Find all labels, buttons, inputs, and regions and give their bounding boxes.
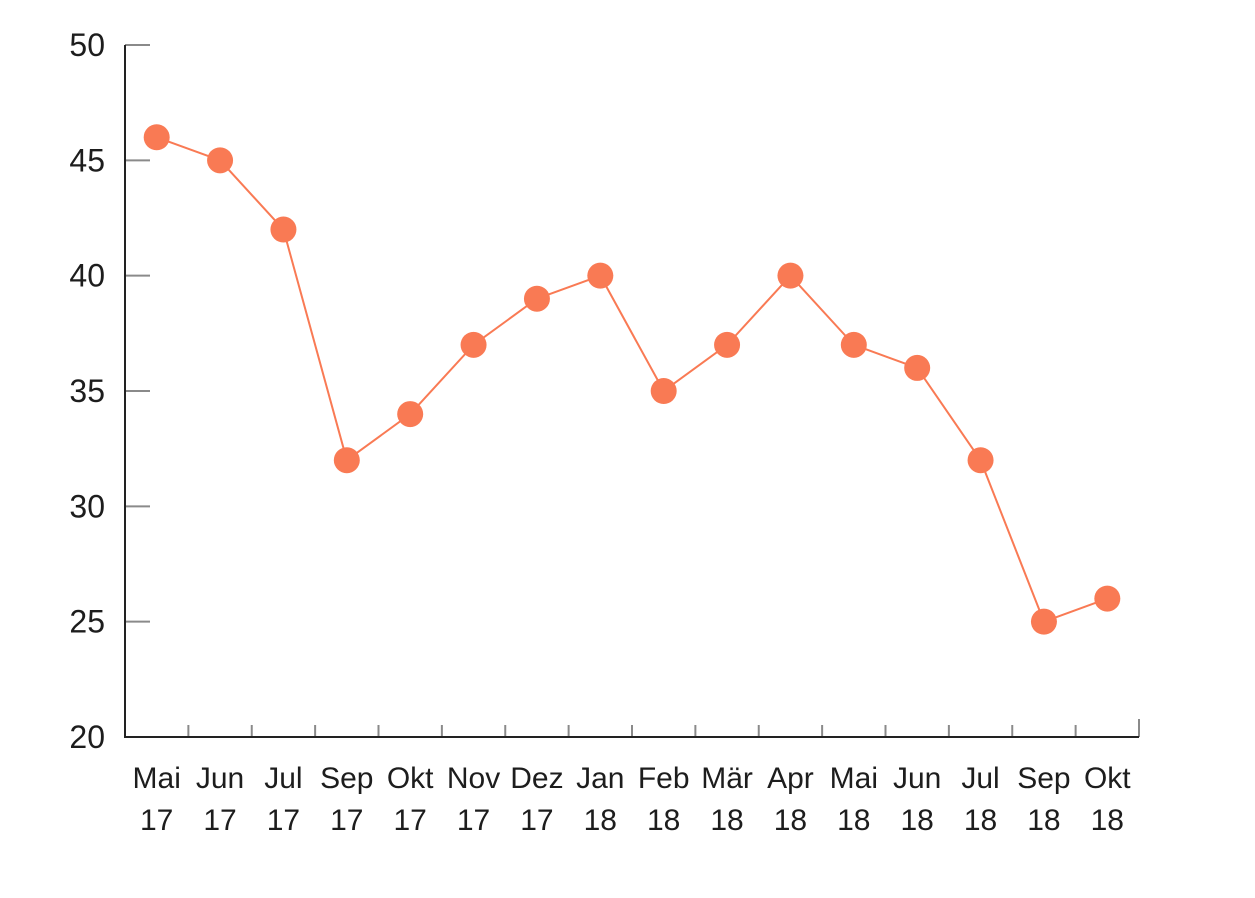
x-axis-label-month: Jun	[893, 762, 941, 795]
data-point-mär-18	[714, 331, 741, 358]
data-points	[143, 124, 1121, 635]
axes	[124, 45, 1139, 738]
x-axis-label-year: 17	[520, 804, 553, 837]
data-point-jul-18	[967, 447, 994, 474]
x-axis-label-year: 18	[901, 804, 934, 837]
x-axis-label-year: 18	[710, 804, 743, 837]
x-axis-label-month: Feb	[638, 762, 690, 795]
x-axis-label-month: Jan	[576, 762, 624, 795]
series-line	[155, 136, 1109, 623]
x-axis-label-month: Okt	[387, 762, 434, 795]
data-point-jun-17	[207, 147, 234, 174]
x-axis-label-month: Mai	[830, 762, 878, 795]
x-axis-label-month: Jul	[961, 762, 999, 795]
x-axis-label-month: Mai	[133, 762, 181, 795]
y-axis-label: 25	[69, 604, 105, 640]
x-axis-label-month: Apr	[767, 762, 814, 795]
y-axis-label: 45	[69, 142, 105, 178]
data-point-dez-17	[523, 285, 550, 312]
x-axis-label-year: 17	[140, 804, 173, 837]
x-axis-label-year: 18	[837, 804, 870, 837]
y-axis-label: 35	[69, 373, 105, 409]
data-point-feb-18	[650, 378, 677, 404]
x-axis-label-year: 17	[457, 804, 490, 837]
x-axis-label-year: 18	[647, 804, 680, 837]
data-point-jul-17	[270, 216, 297, 243]
x-axis-label-year: 17	[203, 804, 236, 837]
x-axis-labels: Mai 17 Jun 17 Jul 17 Sep 17 Okt 17 Nov 17 Dez 17 Jan 18…	[133, 762, 1132, 837]
x-axis-label-month: Sep	[1017, 762, 1070, 795]
data-point-apr-18	[777, 262, 804, 289]
y-axis-label: 50	[69, 27, 105, 63]
x-axis-label-month: Nov	[447, 762, 500, 795]
y-axis-label: 30	[69, 488, 105, 524]
y-axis-ticks	[125, 44, 150, 738]
x-axis-label-month: Jul	[264, 762, 302, 795]
data-point-sep-18	[1030, 608, 1057, 635]
x-axis-label-year: 18	[964, 804, 997, 837]
x-axis-label-month: Dez	[510, 762, 563, 795]
data-point-okt-18	[1094, 585, 1121, 612]
data-point-sep-17	[333, 447, 360, 474]
x-axis-label-year: 18	[1091, 804, 1124, 837]
data-point-mai-17	[143, 124, 170, 151]
x-axis-label-month: Mär	[701, 762, 753, 795]
y-axis-label: 20	[69, 719, 105, 755]
x-axis-label-year: 17	[267, 804, 300, 837]
x-axis-label-year: 17	[330, 804, 363, 837]
x-axis-label-year: 18	[584, 804, 617, 837]
x-axis-label-year: 17	[394, 804, 427, 837]
y-axis-labels: 20 25 30 35 40 45 50	[69, 27, 105, 755]
x-axis-label-year: 18	[1027, 804, 1060, 837]
x-axis-ticks	[187, 719, 1140, 737]
x-axis-label-month: Jun	[196, 762, 244, 795]
x-axis-label-month: Okt	[1084, 762, 1131, 795]
data-point-jan-18	[587, 262, 614, 289]
data-point-mai-18	[840, 331, 867, 358]
data-point-okt-17	[397, 401, 424, 428]
data-point-jun-18	[904, 354, 931, 381]
x-axis-label-year: 18	[774, 804, 807, 837]
x-axis-label-month: Sep	[320, 762, 373, 795]
data-point-nov-17	[460, 331, 487, 358]
y-axis-label: 40	[69, 258, 105, 294]
